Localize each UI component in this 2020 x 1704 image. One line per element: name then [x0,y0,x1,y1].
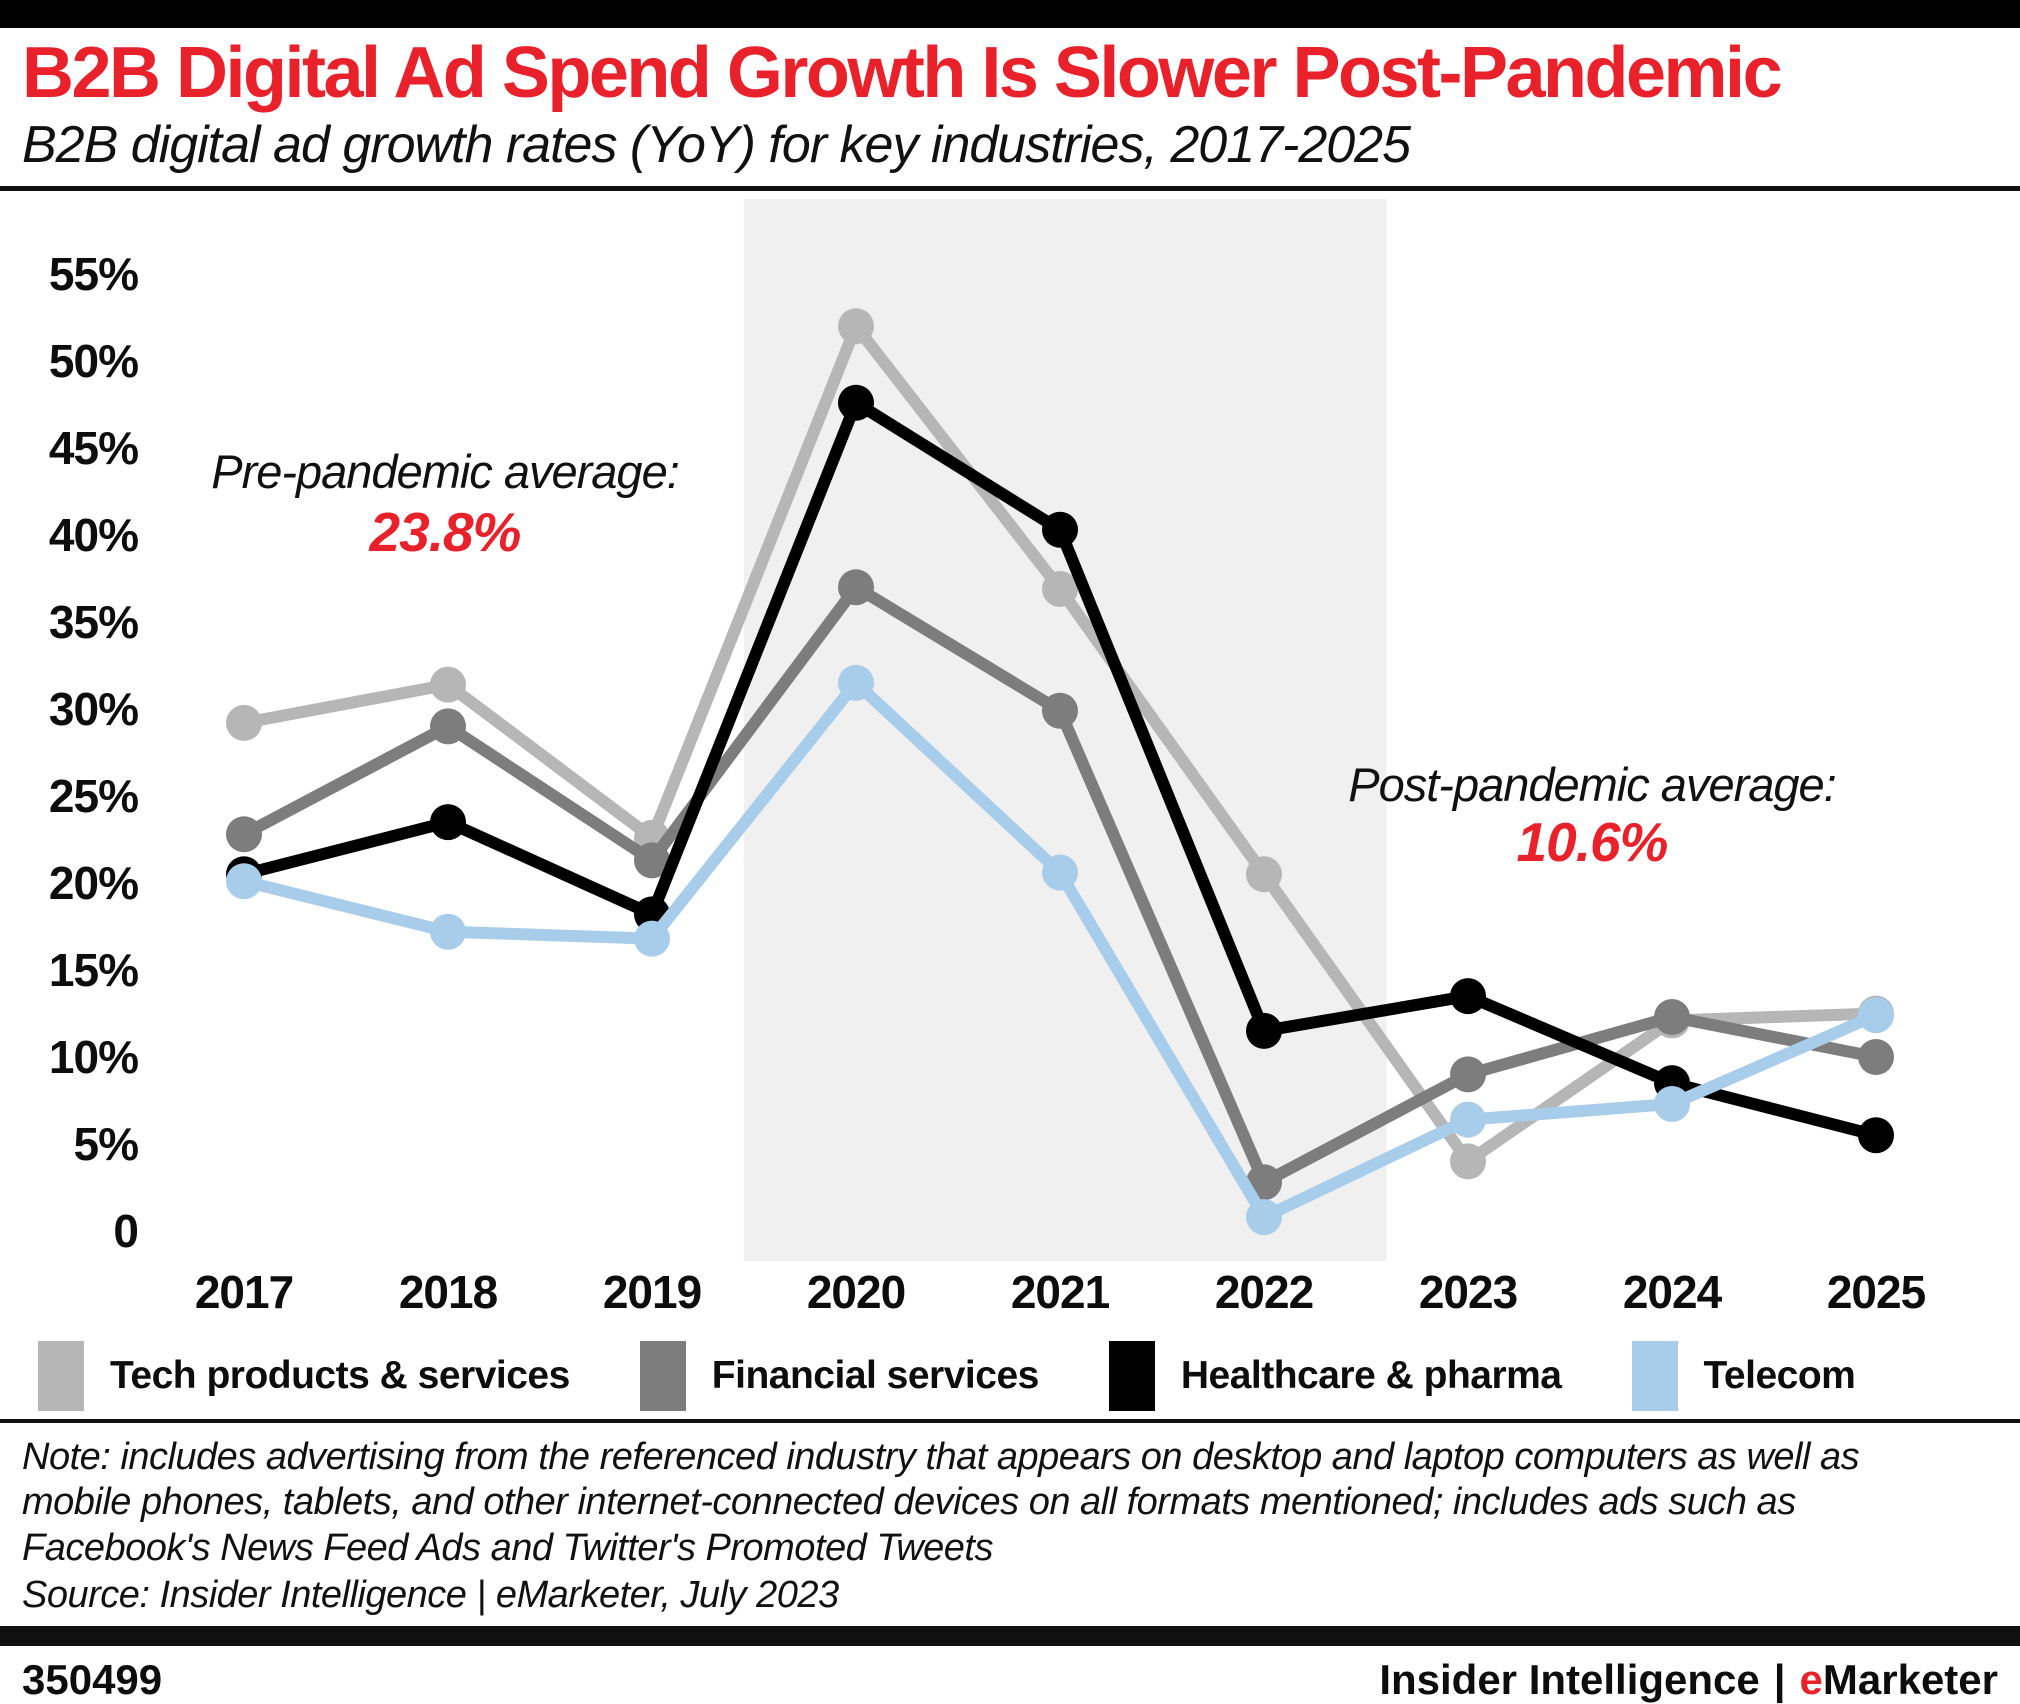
data-point-tech-products-services-2022 [1246,856,1282,893]
data-point-tech-products-services-2023 [1450,1143,1486,1180]
legend-item-telecom: Telecom [1631,1341,1856,1412]
data-point-tech-products-services-2018 [430,666,466,703]
data-point-telecom-2021 [1042,854,1078,891]
legend-label-financial-services: Financial services [711,1354,1040,1398]
data-point-telecom-2019 [634,920,670,957]
x-axis-tick-label: 2023 [1419,1266,1517,1318]
data-point-healthcare-pharma-2020 [838,384,874,421]
y-axis-tick-label: 45% [49,422,138,474]
data-point-telecom-2025 [1858,997,1894,1034]
data-point-telecom-2023 [1450,1101,1486,1138]
data-point-financial-services-2023 [1450,1056,1486,1093]
chart-subtitle: B2B digital ad growth rates (YoY) for ke… [22,115,1411,174]
line-chart: 0 5% 10% 15% 20% 25% 30% 35% 40% 45% 50% 55% 2017 201… [49,199,1927,1318]
brand-logo: Insider Intelligence | eMarketer [1379,1656,1998,1704]
data-point-financial-services-2019 [634,842,670,879]
data-point-healthcare-pharma-2022 [1246,1012,1282,1049]
data-point-financial-services-2025 [1858,1039,1894,1076]
data-point-telecom-2024 [1654,1086,1690,1123]
x-axis-tick-label: 2025 [1827,1266,1926,1318]
header: B2B Digital Ad Spend Growth Is Slower Po… [0,28,2020,174]
x-axis-tick-label: 2021 [1011,1266,1110,1318]
footer: 350499 Insider Intelligence | eMarketer [0,1646,2020,1704]
y-axis-tick-label: 40% [49,509,138,561]
legend-label-healthcare-pharma: Healthcare & pharma [1180,1354,1562,1398]
brand-insider-intelligence: Insider Intelligence [1379,1655,1760,1703]
legend-item-tech-products-services: Tech products & services [38,1341,570,1412]
chart-legend: Tech products & services Financial servic… [0,1341,2020,1412]
annotation-label-1: Pre-pandemic average: [211,445,679,498]
page-title: B2B Digital Ad Spend Growth Is Slower Po… [22,33,1783,113]
y-axis-tick-label: 35% [49,596,138,648]
brand-emarketer-e: e [1799,1655,1823,1703]
x-axis-tick-label: 2024 [1623,1266,1723,1318]
legend-item-healthcare-pharma: Healthcare & pharma [1108,1341,1562,1412]
y-axis-tick-label: 15% [49,944,138,996]
annotation-label-2: Post-pandemic average: [1348,758,1835,811]
data-point-telecom-2020 [838,664,874,701]
legend-item-financial-services: Financial services [639,1341,1040,1412]
chart-id: 350499 [22,1655,163,1703]
data-point-financial-services-2018 [430,708,466,745]
note-text: Note: includes advertising from the refe… [22,1436,1860,1569]
legend-swatch-telecom [1631,1341,1678,1412]
x-axis-tick-label: 2020 [807,1266,905,1318]
data-point-financial-services-2021 [1042,692,1078,729]
data-point-financial-services-2017 [226,816,262,853]
y-axis-tick-label: 0 [113,1205,138,1257]
source-text: Source: Insider Intelligence | eMarketer… [22,1573,839,1616]
legend-label-telecom: Telecom [1703,1354,1856,1398]
data-point-financial-services-2020 [838,569,874,606]
data-point-financial-services-2024 [1654,999,1690,1036]
annotation-value-1: 23.8% [369,501,521,563]
annotation-value-2: 10.6% [1517,811,1668,873]
data-point-tech-products-services-2021 [1042,571,1078,608]
data-point-healthcare-pharma-2025 [1858,1117,1894,1154]
brand-emarketer-rest: Marketer [1822,1655,1998,1703]
data-point-healthcare-pharma-2018 [430,804,466,841]
y-axis-tick-label: 50% [49,335,138,387]
footer-bar [0,1625,2020,1646]
data-point-telecom-2022 [1246,1199,1282,1236]
x-axis-tick-label: 2018 [399,1266,498,1318]
data-point-healthcare-pharma-2023 [1450,978,1486,1015]
top-bar [0,0,2020,28]
data-point-telecom-2018 [430,913,466,950]
legend-swatch-financial-services [639,1341,686,1412]
y-axis-tick-label: 5% [74,1118,139,1170]
legend-swatch-tech-products-services [38,1341,84,1412]
y-axis-tick-label: 25% [49,770,138,822]
y-axis-tick-label: 55% [49,248,138,300]
x-axis-tick-label: 2022 [1215,1266,1313,1318]
data-point-telecom-2017 [226,863,262,900]
y-axis-tick-label: 10% [49,1031,138,1083]
legend-label-tech-products-services: Tech products & services [110,1354,570,1398]
x-axis-tick-label: 2017 [195,1266,293,1318]
y-axis-tick-label: 30% [49,683,138,735]
data-point-healthcare-pharma-2021 [1042,511,1078,548]
data-point-tech-products-services-2020 [838,308,874,345]
legend-swatch-healthcare-pharma [1108,1341,1155,1412]
brand-separator: | [1773,1655,1786,1703]
data-point-tech-products-services-2017 [226,704,262,741]
note-divider [0,1419,2020,1424]
x-axis-tick-label: 2019 [603,1266,701,1318]
header-divider [0,186,2020,192]
y-axis-tick-label: 20% [49,857,138,909]
